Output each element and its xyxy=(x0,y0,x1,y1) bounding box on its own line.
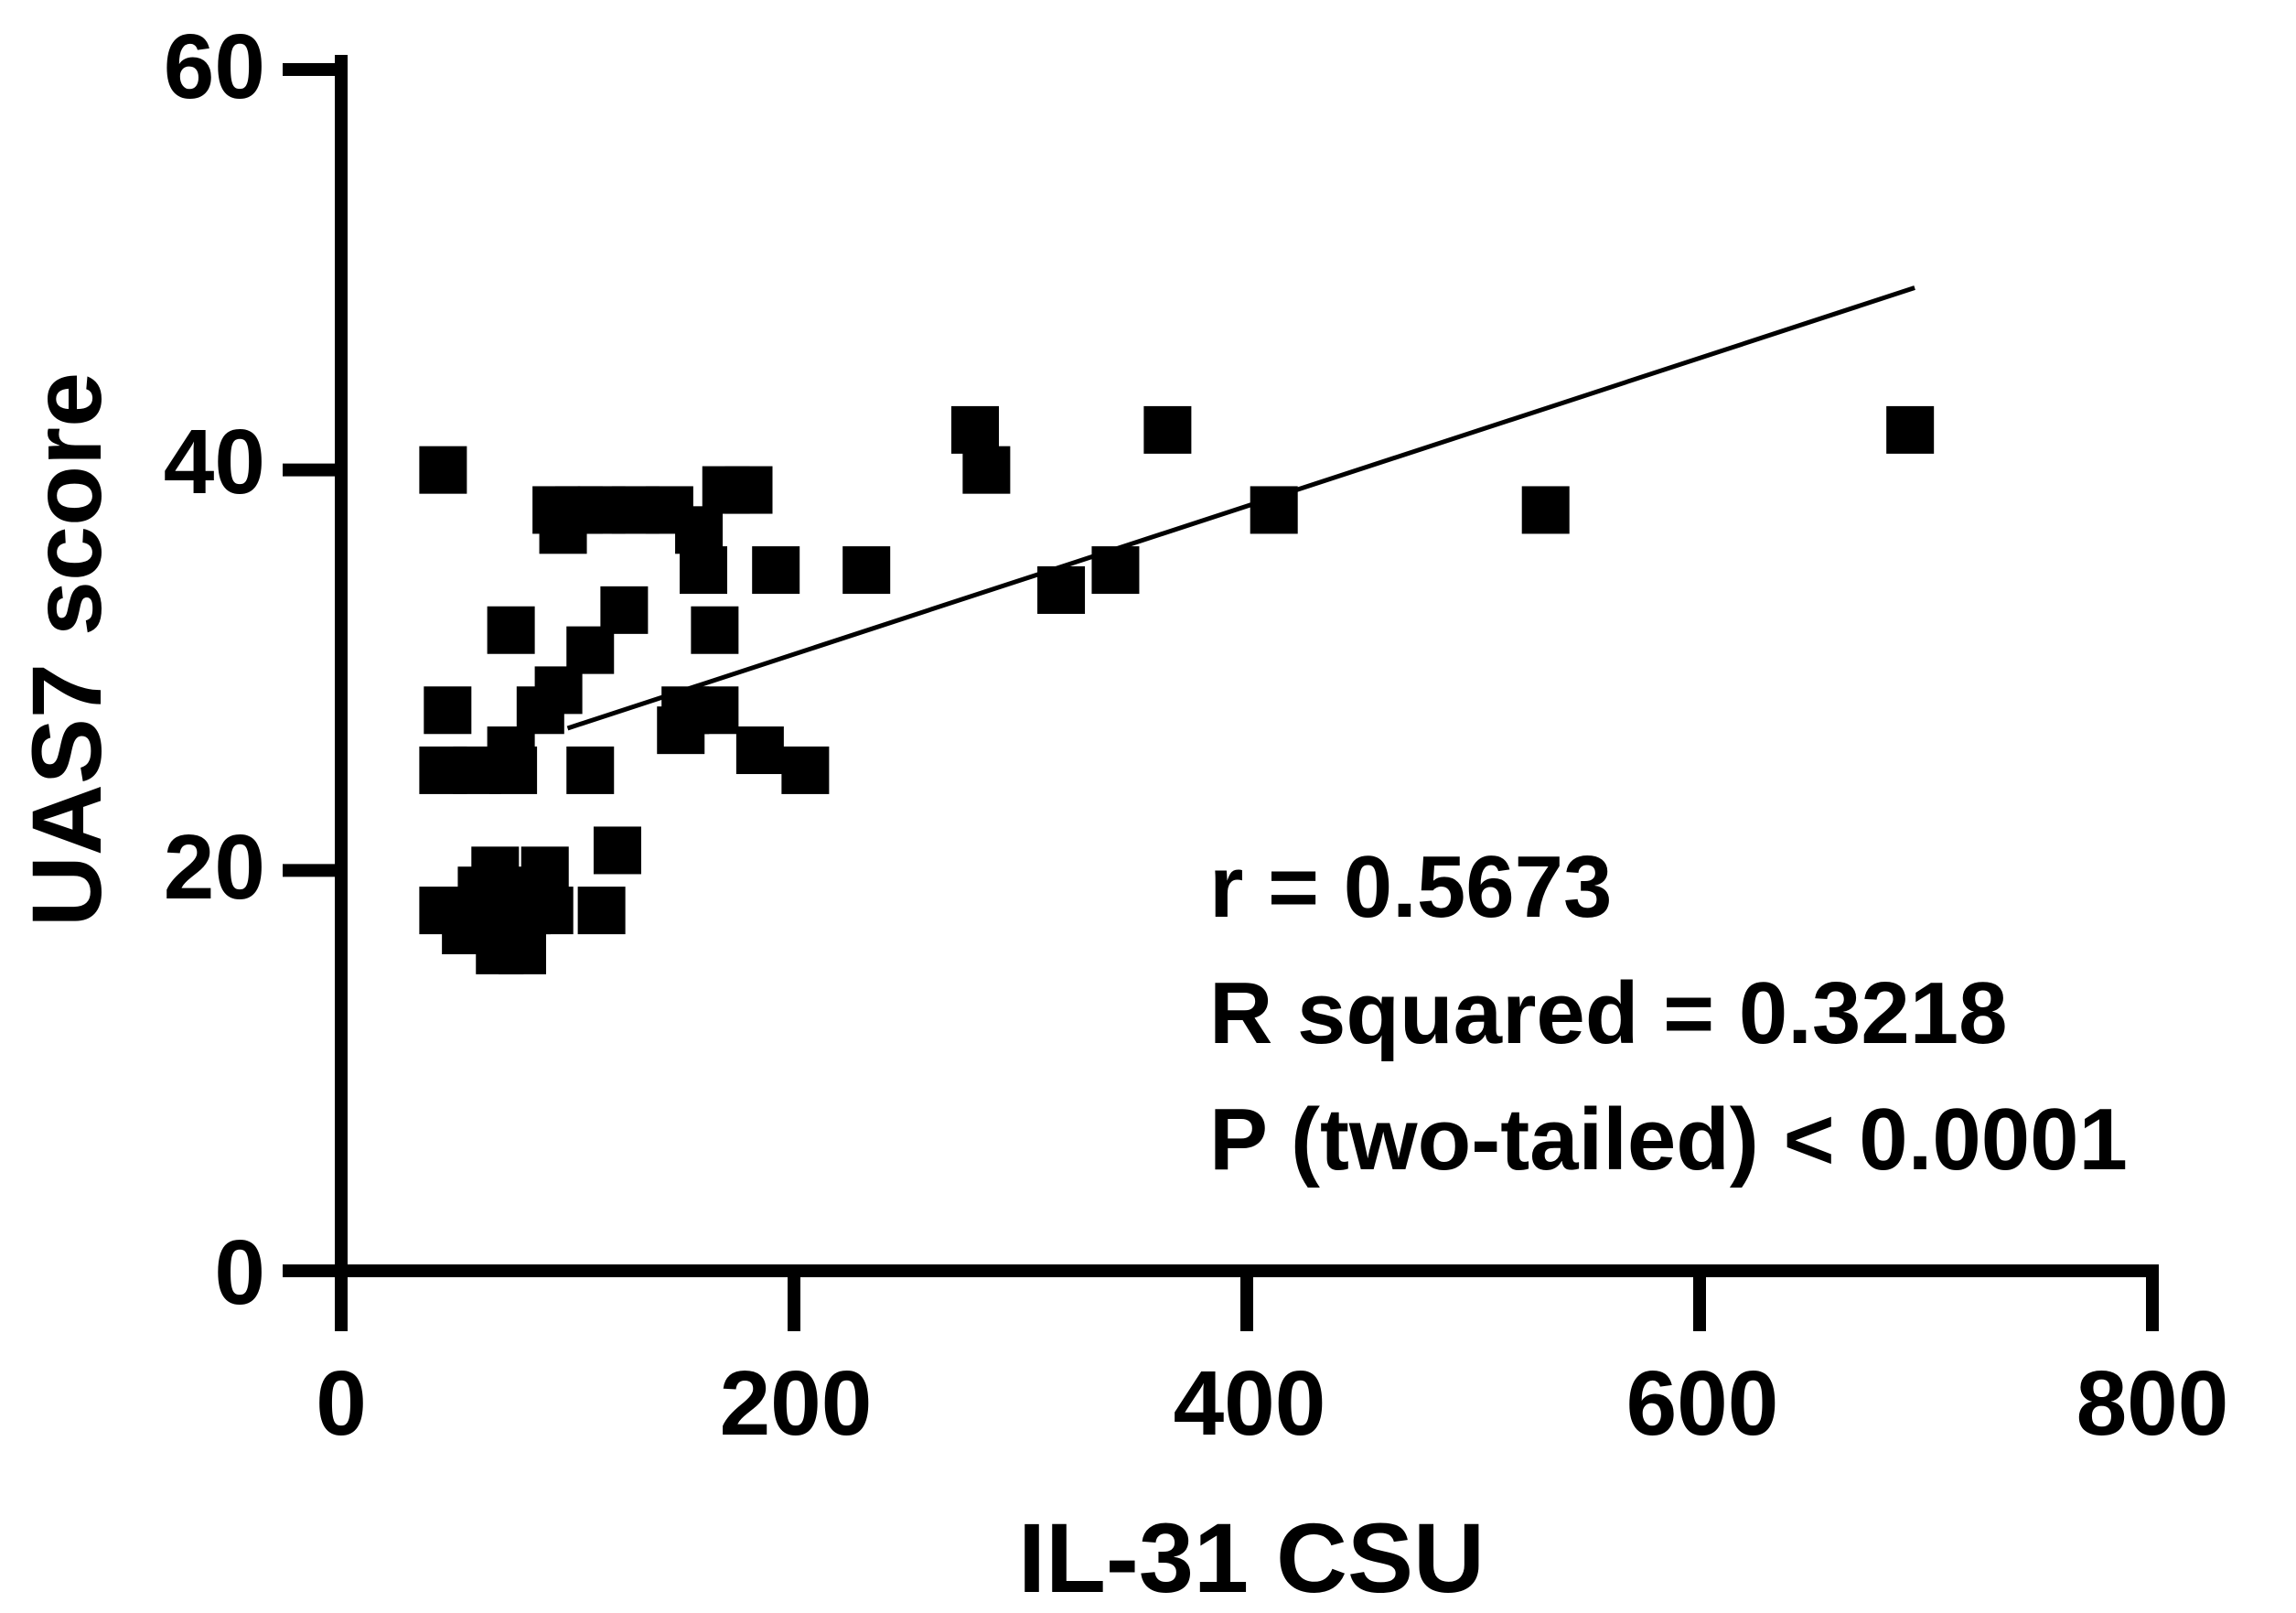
data-point xyxy=(424,686,472,735)
regression-line xyxy=(566,285,1915,731)
y-axis-title: UAS7 score xyxy=(11,372,122,927)
data-point xyxy=(691,606,739,654)
ticks xyxy=(283,63,2159,1331)
data-point xyxy=(735,726,784,775)
x-tick-label: 0 xyxy=(316,1352,367,1455)
data-point xyxy=(752,546,800,595)
data-point xyxy=(600,586,649,634)
x-tick-label: 400 xyxy=(1174,1352,1326,1455)
x-tick-label: 800 xyxy=(2076,1352,2229,1455)
x-tick-label: 600 xyxy=(1626,1352,1779,1455)
correlation-r-text: r = 0.5673 xyxy=(1209,838,1612,936)
data-point xyxy=(1886,405,1935,454)
data-point xyxy=(577,887,626,935)
data-point xyxy=(842,546,891,595)
data-point xyxy=(489,746,538,794)
data-point xyxy=(534,666,583,715)
data-point xyxy=(691,686,739,735)
data-point xyxy=(520,846,569,895)
y-tick-label: 40 xyxy=(164,411,265,513)
data-point xyxy=(566,746,615,794)
data-point xyxy=(675,506,724,554)
data-point xyxy=(593,826,641,875)
x-tick-labels: 0 200 400 600 800 xyxy=(316,1352,2228,1455)
data-point xyxy=(1521,486,1570,534)
plot-area xyxy=(419,285,1935,974)
data-point xyxy=(487,606,535,654)
data-point xyxy=(724,466,773,514)
data-point xyxy=(680,546,727,595)
stats-annotation: r = 0.5673 R squared = 0.3218 P (two-tai… xyxy=(1209,838,2128,1188)
data-point xyxy=(951,405,999,454)
y-tick-label: 20 xyxy=(164,816,265,919)
data-point xyxy=(419,446,467,494)
y-tick-labels: 0 20 40 60 xyxy=(164,16,265,1324)
x-axis-title: IL-31 CSU xyxy=(1018,1502,1485,1613)
data-point xyxy=(781,746,830,794)
data-point xyxy=(566,626,615,674)
data-point xyxy=(962,446,1011,494)
r-squared-text: R squared = 0.3218 xyxy=(1209,964,2007,1062)
data-point xyxy=(525,887,574,935)
p-value-text: P (two-tailed) < 0.0001 xyxy=(1209,1091,2128,1188)
x-tick-label: 200 xyxy=(720,1352,873,1455)
y-tick-label: 0 xyxy=(214,1221,265,1324)
axes xyxy=(283,55,2159,1277)
data-point xyxy=(499,926,546,974)
y-tick-label: 60 xyxy=(164,16,265,118)
data-point xyxy=(1143,405,1192,454)
